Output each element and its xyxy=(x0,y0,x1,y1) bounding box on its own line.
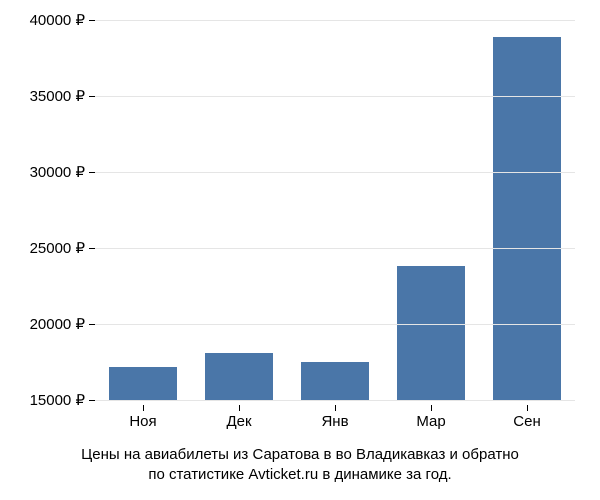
x-tick-label: Мар xyxy=(416,413,445,430)
y-tick-label: 30000 ₽ xyxy=(30,163,85,181)
x-tick-label: Сен xyxy=(513,413,540,430)
y-tick-label: 20000 ₽ xyxy=(30,315,85,333)
y-tick-label: 15000 ₽ xyxy=(30,391,85,409)
x-axis: Ноя Дек Янв Мар Сен xyxy=(95,405,575,430)
bar xyxy=(109,367,176,400)
caption-line-2: по статистике Avticket.ru в динамике за … xyxy=(0,465,600,485)
x-tick-label: Янв xyxy=(321,413,348,430)
price-chart: 15000 ₽ 20000 ₽ 25000 ₽ 30000 ₽ 35000 ₽ 40000… xyxy=(0,0,600,500)
chart-caption: Цены на авиабилеты из Саратова в во Влад… xyxy=(0,445,600,486)
gridline xyxy=(95,20,575,21)
bar xyxy=(205,353,272,400)
x-tick-label: Ноя xyxy=(129,413,156,430)
x-tick xyxy=(239,405,240,411)
x-tick xyxy=(143,405,144,411)
bar xyxy=(493,37,560,400)
x-tick xyxy=(335,405,336,411)
bar xyxy=(301,362,368,400)
y-tick-label: 25000 ₽ xyxy=(30,239,85,257)
gridline xyxy=(95,400,575,401)
bars-group xyxy=(95,20,575,400)
x-tick-label: Дек xyxy=(226,413,251,430)
bar xyxy=(397,266,464,400)
x-tick xyxy=(527,405,528,411)
y-tick-label: 40000 ₽ xyxy=(30,11,85,29)
y-axis: 15000 ₽20000 ₽25000 ₽30000 ₽35000 ₽40000… xyxy=(0,20,90,400)
plot-area xyxy=(95,20,575,400)
gridline xyxy=(95,172,575,173)
gridline xyxy=(95,324,575,325)
y-tick-label: 35000 ₽ xyxy=(30,87,85,105)
x-tick xyxy=(431,405,432,411)
caption-line-1: Цены на авиабилеты из Саратова в во Влад… xyxy=(0,445,600,465)
gridline xyxy=(95,96,575,97)
gridline xyxy=(95,248,575,249)
